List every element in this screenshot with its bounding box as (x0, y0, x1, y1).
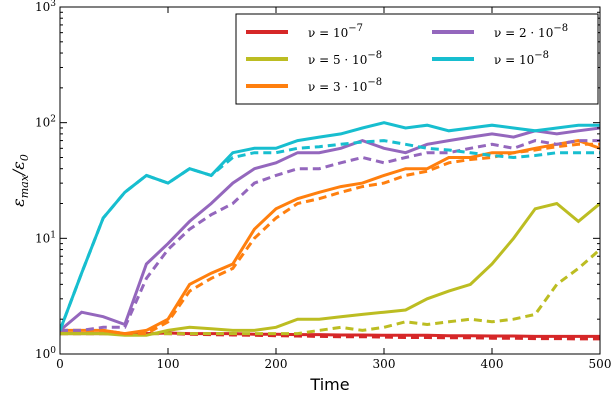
y-tick-base: 10 (35, 231, 50, 245)
x-tick-label: 400 (481, 357, 504, 371)
legend-label: ν = 3 · 10−8 (308, 77, 382, 94)
y-tick-label: 101 (35, 230, 56, 245)
y-tick-power: 0 (50, 346, 56, 356)
legend-power: −8 (367, 50, 382, 61)
y-label-part: ε (9, 198, 28, 207)
series-line-dashed (60, 139, 600, 332)
x-tick-label: 0 (56, 357, 64, 371)
plot-frame (59, 6, 601, 355)
legend-name: ν = 10 (308, 26, 348, 40)
y-tick-label: 100 (35, 346, 56, 361)
y-label-sub: 0 (18, 154, 31, 161)
x-tick-label: 500 (589, 357, 611, 371)
legend-label: ν = 10−7 (308, 23, 363, 40)
y-tick-label: 102 (35, 115, 56, 130)
y-label-sub: max (18, 174, 31, 198)
series-line (60, 201, 600, 337)
y-tick-label: 103 (35, 0, 56, 14)
legend-name: ν = 5 · 10 (308, 53, 367, 67)
legend-name: ν = 3 · 10 (308, 80, 367, 94)
legend-power: −7 (348, 23, 363, 34)
series-line-dashed (60, 142, 600, 336)
series-line (60, 139, 600, 336)
legend-power: −8 (367, 77, 382, 88)
y-axis-label: εmax/ε0 (9, 154, 31, 207)
series-line (60, 121, 600, 331)
y-tick-power: 3 (50, 0, 56, 9)
x-tick-label: 100 (157, 357, 180, 371)
y-tick-base: 10 (35, 347, 50, 361)
y-label-part: /ε (9, 161, 28, 177)
x-axis-label: Time (309, 375, 349, 394)
x-tick-label: 200 (265, 357, 288, 371)
legend-label: ν = 5 · 10−8 (308, 50, 382, 67)
y-tick-power: 1 (50, 230, 56, 240)
legend-label: ν = 10−8 (494, 50, 549, 67)
legend-label: ν = 2 · 10−8 (494, 23, 568, 40)
y-tick-power: 2 (50, 115, 56, 125)
legend-power: −8 (534, 50, 549, 61)
series-line (60, 126, 600, 332)
x-tick-label: 300 (373, 357, 396, 371)
legend-power: −8 (553, 23, 568, 34)
legend-box (235, 13, 599, 105)
series-line-dashed (60, 139, 600, 331)
legend-name: ν = 10 (494, 53, 534, 67)
legend-name: ν = 2 · 10 (494, 26, 553, 40)
y-tick-base: 10 (35, 116, 50, 130)
y-tick-base: 10 (35, 0, 50, 14)
